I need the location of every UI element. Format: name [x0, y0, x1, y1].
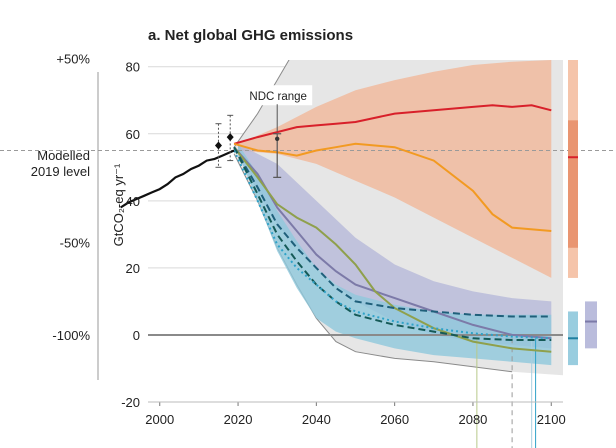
y-tick-labels: -20 0 20 40 60 80 — [121, 60, 140, 410]
pct-label-2: -100% — [52, 328, 90, 343]
y-axis-label: GtCO₂-eq yr⁻¹ — [111, 163, 126, 246]
side-bar-2 — [585, 301, 597, 349]
x-tick-2040: 2040 — [302, 412, 331, 427]
y-tick--20: -20 — [121, 395, 140, 410]
estimate-diamond-0 — [214, 141, 222, 150]
y-tick-60: 60 — [126, 127, 140, 142]
plot-area: NDC range — [0, 60, 616, 448]
side-range-bars — [568, 60, 597, 366]
y-tick-0: 0 — [133, 328, 140, 343]
band-0 — [238, 60, 552, 278]
band-2 — [238, 143, 552, 366]
scenario-line-0 — [233, 104, 552, 145]
ndc-label-box — [244, 85, 313, 106]
ndc-range-label: NDC range — [249, 91, 307, 103]
scenario-line-6 — [233, 150, 552, 340]
scenario-line-2 — [233, 146, 552, 340]
x-tick-labels: 2000 2020 2040 2060 2080 2100 — [145, 401, 566, 427]
side-bar-1 — [568, 120, 578, 248]
ndc-range-midpoint — [274, 136, 280, 141]
x-tick-2000: 2000 — [145, 412, 174, 427]
x-tick-2080: 2080 — [458, 412, 487, 427]
pct-axis-labels: +50% -50% -100% — [52, 51, 90, 343]
historical-emissions-line — [120, 149, 235, 209]
scenario-bands — [238, 60, 552, 366]
ndc-range: NDC range — [214, 85, 313, 178]
x-tick-2100: 2100 — [537, 412, 566, 427]
modelled-2019-label-line1: Modelled — [37, 148, 90, 163]
scenario-line-5 — [233, 146, 552, 341]
x-tick-2020: 2020 — [224, 412, 253, 427]
scenario-line-3 — [233, 146, 552, 353]
pct-label-0: +50% — [56, 51, 90, 66]
y-tick-40: 40 — [126, 194, 140, 209]
scenario-line-4 — [233, 146, 552, 318]
band-1 — [238, 143, 552, 349]
modelled-2019-label: Modelled 2019 level — [31, 148, 90, 179]
scenario-year-markers — [476, 338, 537, 448]
modelled-2019-label-line2: 2019 level — [31, 164, 90, 179]
y-tick-80: 80 — [126, 60, 140, 75]
y-tick-20: 20 — [126, 261, 140, 276]
chart-title: a. Net global GHG emissions — [148, 27, 353, 44]
pct-label-1: -50% — [60, 236, 91, 251]
x-tick-2060: 2060 — [380, 412, 409, 427]
estimate-diamond-1 — [226, 133, 234, 142]
